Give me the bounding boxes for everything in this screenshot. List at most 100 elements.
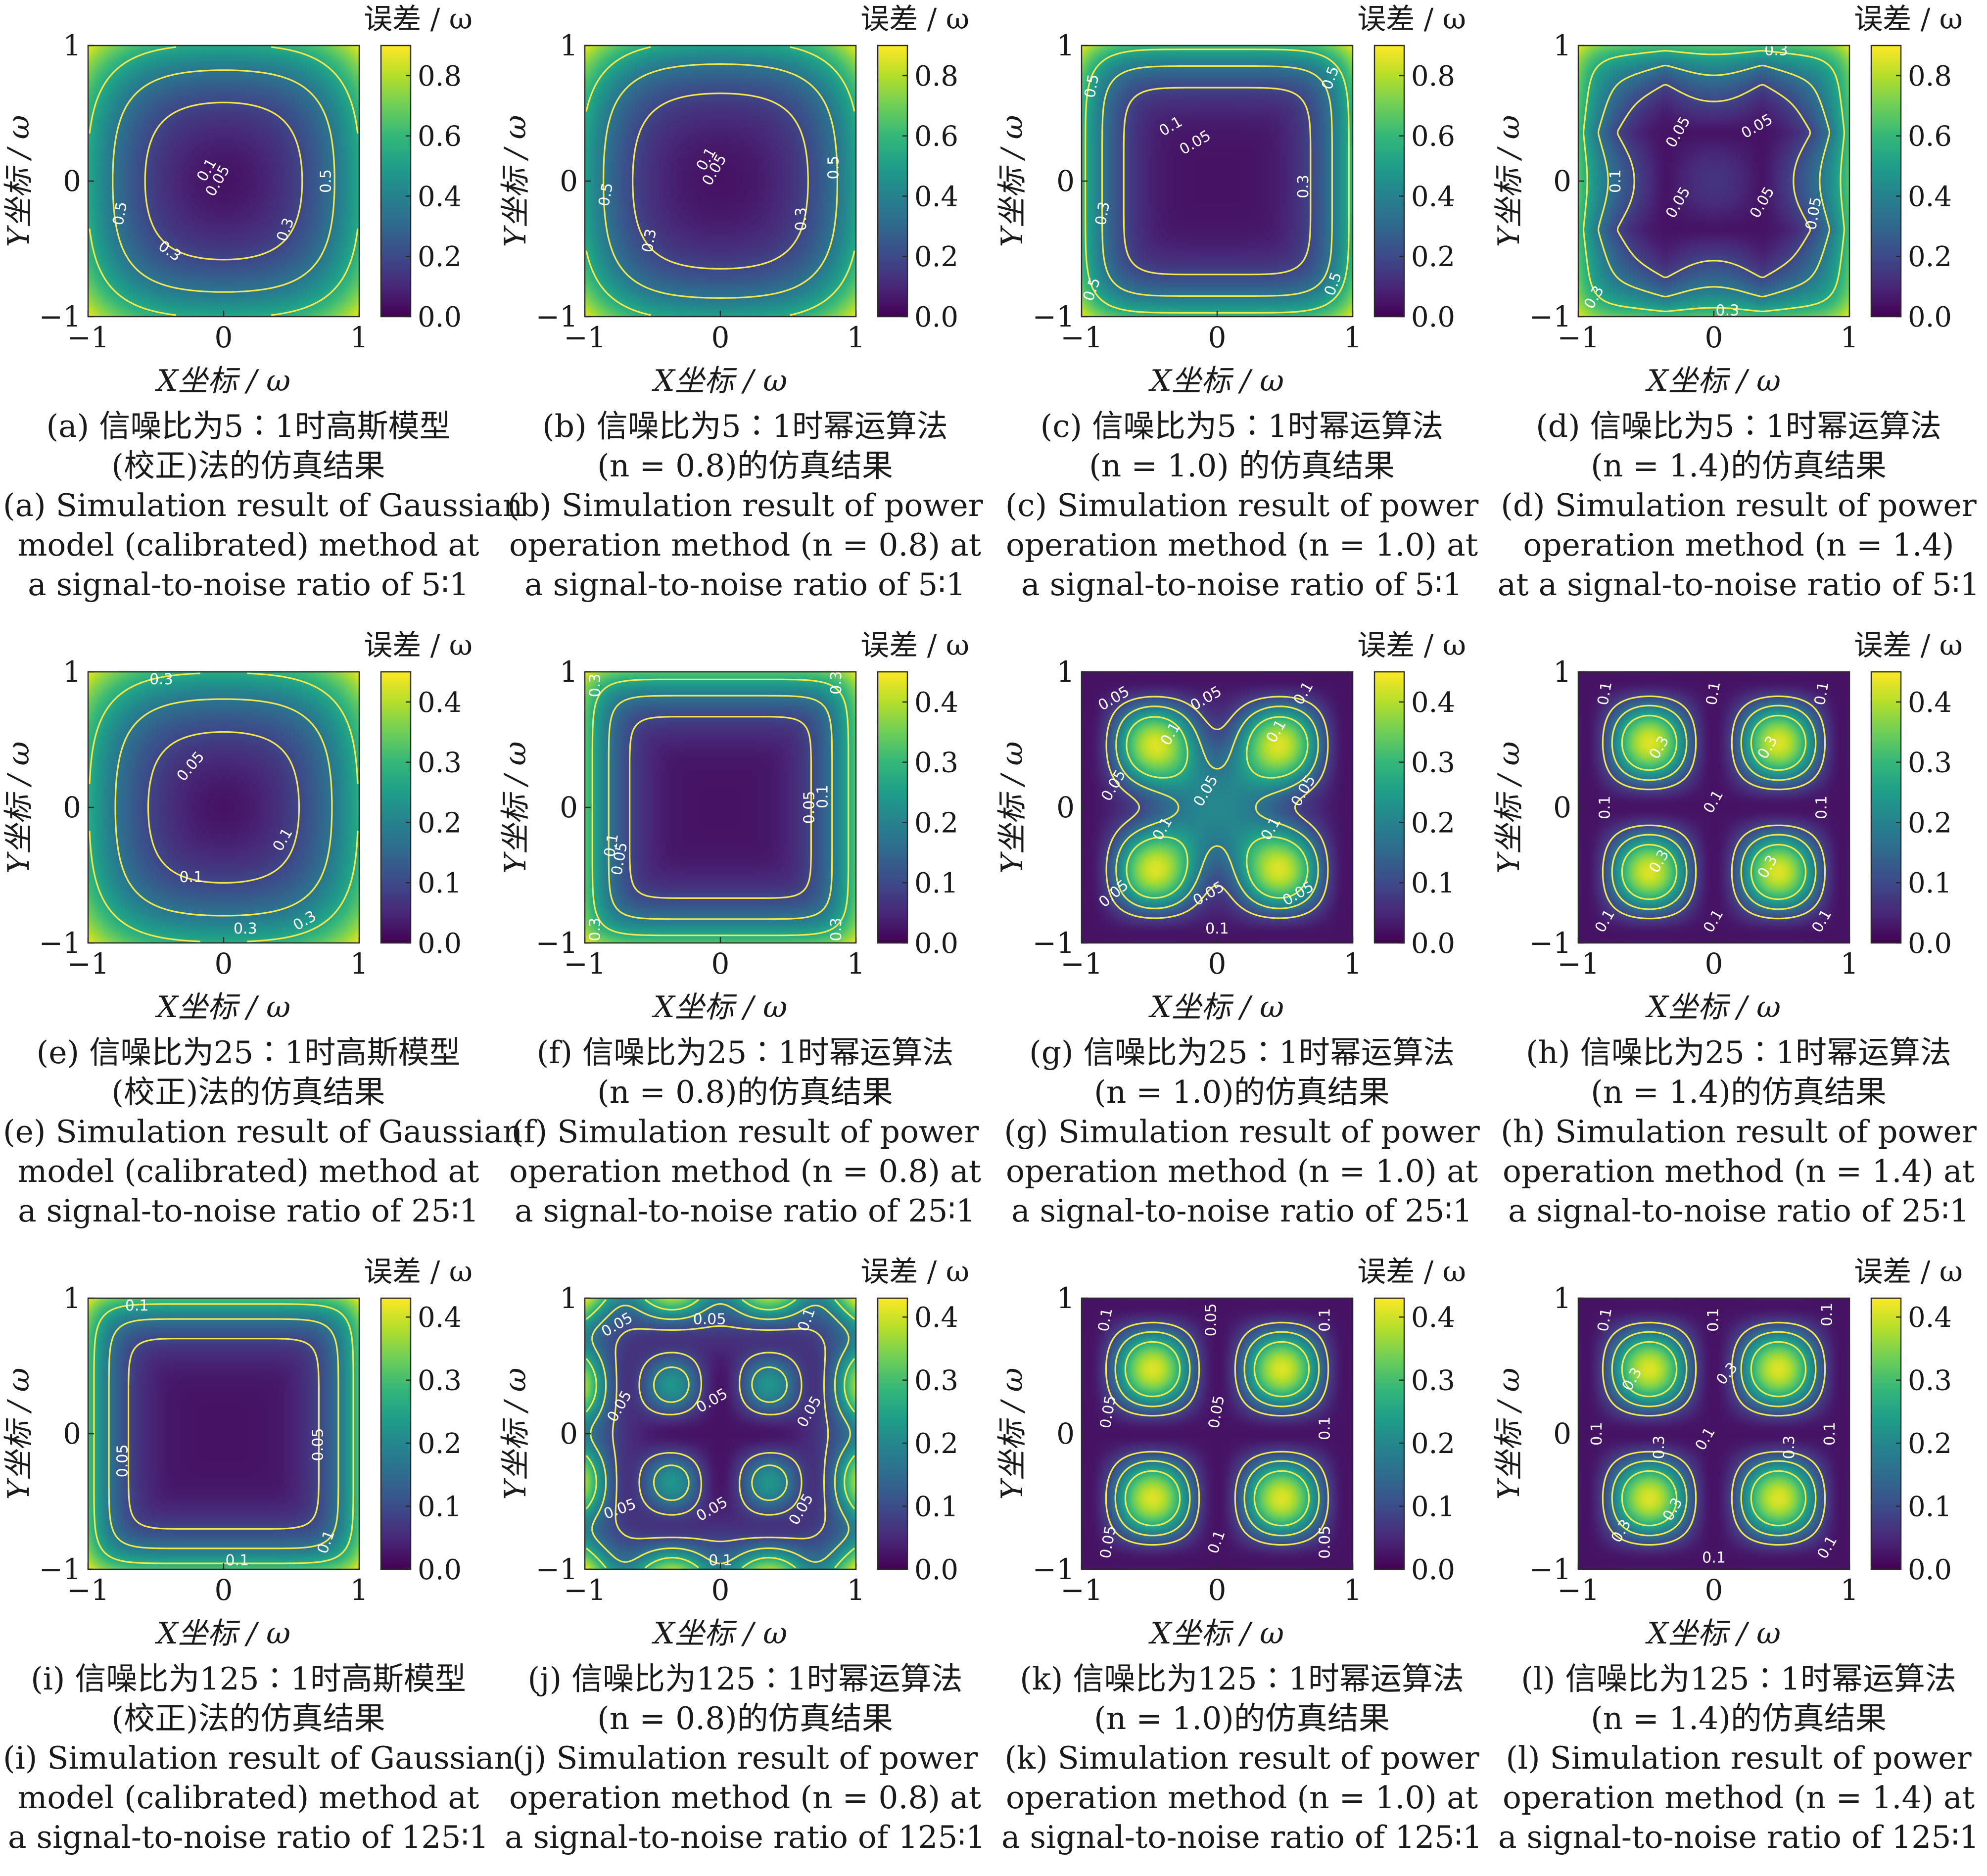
y-tick-label: 1 — [63, 1281, 81, 1315]
contour-path — [1616, 84, 1811, 279]
contour-path — [1582, 49, 1845, 313]
colorbar — [380, 671, 412, 944]
caption-line: operation method (n = 1.0) at — [1005, 1780, 1478, 1816]
contour-path — [1114, 1331, 1320, 1537]
caption-line: (n = 0.8)的仿真结果 — [597, 1700, 893, 1736]
y-axis-label: Y坐标 / ω — [1, 1368, 36, 1500]
colorbar — [380, 45, 412, 318]
colorbar-tick-label: 0.2 — [1908, 241, 1952, 273]
caption-line: (校正)法的仿真结果 — [111, 448, 385, 484]
y-tick-label: 1 — [1553, 655, 1571, 689]
colorbar-tick-label: 0.0 — [1411, 928, 1455, 960]
caption-line: (a) Simulation result of Gaussian — [3, 487, 523, 523]
colorbar-tick-label: 0.3 — [1411, 747, 1455, 779]
chart-svg: 0.05 0.05 0.10.1 0.10.05 0.05 0.050.1 0.10.05 0… — [995, 628, 1466, 1025]
colorbar — [1870, 1297, 1902, 1570]
x-tick-label: −1 — [1557, 947, 1600, 981]
chart-panel-b: 0.1 0.05 0.5 0.5 0.3 0.3 −1 0 1 −1 0 1 X坐标 / ω Y坐标 / … — [497, 0, 994, 623]
chart-svg: 0.05 0.05 0.10.05 0.05 0.050.05 0.05 0.050.1−1… — [498, 1255, 969, 1651]
colorbar-tick-label: 0.4 — [914, 1302, 958, 1334]
colorbar-tick-label: 0.6 — [914, 121, 958, 153]
contour-path — [89, 46, 359, 316]
y-axis-label: Y坐标 / ω — [498, 742, 533, 874]
x-tick-label: 0 — [1208, 1573, 1227, 1607]
colorbar-label: 误差 / ω — [860, 628, 969, 662]
x-axis-label: X坐标 / ω — [1148, 1616, 1284, 1651]
caption-line: (校正)法的仿真结果 — [111, 1700, 385, 1736]
contour-label: 0.1 — [1594, 680, 1615, 706]
contour-path — [1126, 716, 1309, 899]
panel-caption: (i) 信噪比为125∶1时高斯模型 (校正)法的仿真结果 (i) Simulati… — [3, 1659, 514, 1857]
caption-line: operation method (n = 0.8) at — [509, 1780, 982, 1816]
caption-line: (n = 0.8)的仿真结果 — [597, 448, 893, 484]
y-tick-label: 0 — [560, 164, 578, 198]
contour-path — [1105, 1321, 1329, 1546]
colorbar — [1870, 671, 1902, 944]
colorbar-tick-label: 0.8 — [914, 60, 958, 93]
y-axis-label: Y坐标 / ω — [1492, 742, 1526, 874]
contour-label: 0.3 — [1092, 200, 1113, 227]
colorbar — [877, 1297, 908, 1570]
x-axis-label: X坐标 / ω — [155, 1616, 290, 1651]
contour-label: 0.5 — [109, 200, 131, 227]
y-axis-label: Y坐标 / ω — [1492, 115, 1526, 247]
chart-panel-i: 0.1 0.05 0.05 0.1 0.1 −1 0 1 −1 0 1 X坐标 / ω Y坐标 / ω 0… — [0, 1253, 514, 1876]
contour-path — [1105, 696, 1329, 919]
caption-line: a signal-to-noise ratio of 125∶1 — [505, 1819, 986, 1855]
caption-line: a signal-to-noise ratio of 25∶1 — [515, 1193, 976, 1229]
colorbar-tick-label: 0.8 — [418, 60, 462, 93]
colorbar-tick-label: 0.2 — [418, 807, 462, 839]
x-tick-label: 1 — [847, 321, 865, 354]
x-tick-label: −1 — [564, 1573, 606, 1607]
contour-path — [1611, 704, 1817, 910]
y-tick-label: 0 — [560, 1417, 578, 1451]
x-tick-label: 1 — [1841, 1573, 1859, 1607]
x-tick-label: 1 — [1841, 321, 1859, 354]
contour-label: 0.5 — [825, 156, 843, 180]
chart-svg: 0.1 0.1 0.10.3 0.30.1 0.1 0.10.3 0.30.30.30.1 0… — [1492, 1255, 1963, 1651]
caption-line: a signal-to-noise ratio of 25∶1 — [1011, 1193, 1472, 1229]
x-axis-label: X坐标 / ω — [652, 364, 787, 398]
y-axis-label: Y坐标 / ω — [1, 742, 36, 874]
heatmap-image — [1578, 1298, 1849, 1569]
contour-label: 0.3 — [586, 918, 604, 941]
colorbar-label: 误差 / ω — [860, 1255, 969, 1288]
caption-line: a signal-to-noise ratio of 125∶1 — [1498, 1819, 1979, 1855]
chart-panel-a: 0.1 0.05 0.5 0.5 0.3 0.3 −1 0 1 −1 0 1 X坐标 / ω Y坐标 / … — [0, 0, 523, 623]
heatmap-image — [585, 46, 856, 317]
contour-path — [1602, 1321, 1826, 1546]
contour-label: 0.3 — [1764, 42, 1788, 59]
colorbar-tick-label: 0.8 — [1411, 60, 1455, 93]
contour-path — [1123, 87, 1312, 276]
y-tick-label: 1 — [1056, 655, 1075, 689]
colorbar-tick-label: 0.4 — [1411, 181, 1455, 213]
colorbar-label: 误差 / ω — [1357, 1255, 1466, 1288]
caption-line: operation method (n = 1.4) at — [1502, 1153, 1975, 1189]
x-tick-label: 0 — [215, 1573, 233, 1607]
x-axis-label: X坐标 / ω — [1645, 364, 1781, 398]
colorbar-tick-label: 0.3 — [1908, 747, 1952, 779]
contour-path — [1101, 65, 1333, 297]
contour-label: 0.1 — [1703, 680, 1724, 706]
y-tick-label: −1 — [536, 1552, 578, 1586]
contour-lines — [585, 46, 855, 316]
caption-line: operation method (n = 1.4) — [1523, 527, 1954, 563]
caption-line: (n = 1.4)的仿真结果 — [1591, 448, 1887, 484]
y-tick-label: 0 — [560, 791, 578, 824]
contour-lines — [93, 1303, 354, 1564]
y-axis-label: Y坐标 / ω — [995, 742, 1030, 874]
x-tick-label: 1 — [847, 947, 865, 981]
colorbar-tick-label: 0.2 — [1908, 807, 1952, 839]
caption-line: (n = 1.0)的仿真结果 — [1094, 1700, 1390, 1736]
y-tick-label: 1 — [1056, 1281, 1075, 1315]
caption-line: (n = 1.4)的仿真结果 — [1591, 1074, 1887, 1110]
colorbar-tick-label: 0.1 — [1411, 1491, 1455, 1523]
x-tick-label: 0 — [1208, 321, 1227, 354]
contour-lines — [1085, 48, 1350, 314]
y-tick-label: −1 — [1033, 1552, 1075, 1586]
contour-label: 0.05 — [114, 1444, 132, 1477]
caption-line: (b) Simulation result of power — [507, 487, 983, 523]
heatmap-image — [585, 1298, 856, 1569]
